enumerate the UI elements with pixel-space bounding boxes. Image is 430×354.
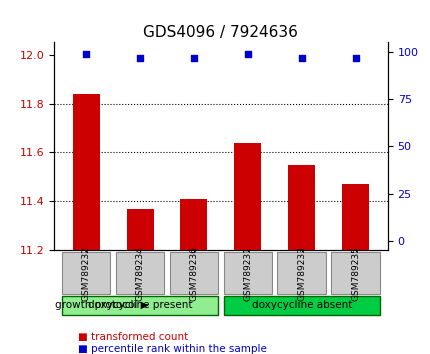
Point	[298, 55, 304, 61]
Point	[136, 55, 143, 61]
Text: GSM789236: GSM789236	[189, 246, 198, 301]
FancyBboxPatch shape	[277, 252, 325, 294]
Text: doxycycline present: doxycycline present	[88, 300, 192, 310]
Point	[190, 55, 197, 61]
Bar	[73, 94, 99, 250]
Point	[83, 51, 89, 57]
Bar	[234, 143, 261, 250]
Text: ■ percentile rank within the sample: ■ percentile rank within the sample	[77, 344, 266, 354]
Text: GSM789234: GSM789234	[135, 246, 144, 301]
Point	[244, 51, 251, 57]
FancyBboxPatch shape	[62, 252, 110, 294]
Text: GSM789235: GSM789235	[350, 246, 359, 301]
Text: GSM789232: GSM789232	[82, 246, 90, 301]
FancyBboxPatch shape	[223, 296, 379, 315]
Point	[351, 55, 358, 61]
FancyBboxPatch shape	[223, 252, 271, 294]
Bar	[341, 184, 368, 250]
Bar	[288, 165, 314, 250]
Text: growth protocol ▶: growth protocol ▶	[55, 300, 148, 310]
Title: GDS4096 / 7924636: GDS4096 / 7924636	[143, 25, 298, 40]
Bar	[180, 199, 207, 250]
FancyBboxPatch shape	[62, 296, 218, 315]
FancyBboxPatch shape	[116, 252, 164, 294]
Text: doxycycline absent: doxycycline absent	[251, 300, 351, 310]
Bar	[126, 209, 153, 250]
Text: ■ transformed count: ■ transformed count	[77, 332, 187, 342]
Text: GSM789233: GSM789233	[297, 246, 305, 301]
FancyBboxPatch shape	[331, 252, 379, 294]
FancyBboxPatch shape	[169, 252, 218, 294]
Text: GSM789231: GSM789231	[243, 246, 252, 301]
